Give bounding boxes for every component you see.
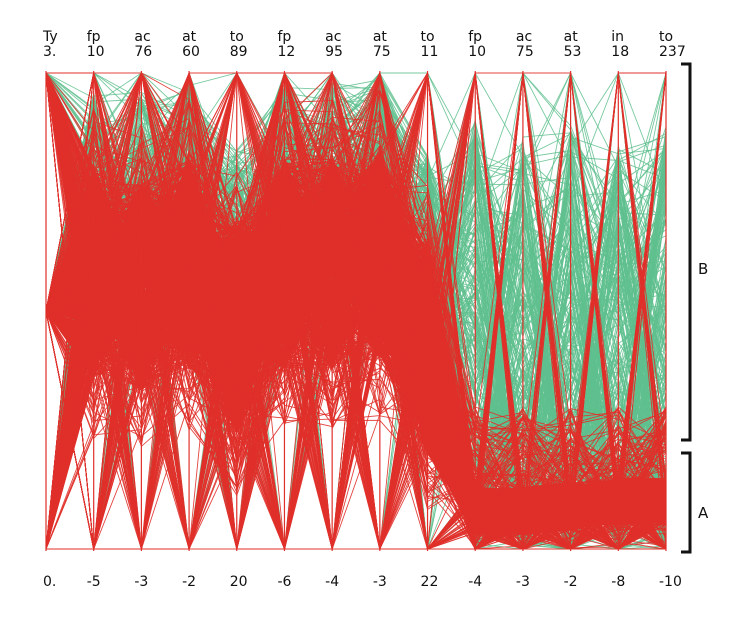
axis-min-label: -4	[468, 574, 482, 590]
axis-name-label: at	[564, 29, 579, 45]
axis-name-label: to	[421, 29, 435, 45]
bracket-label-b: B	[698, 260, 708, 278]
polyline-group-a	[45, 72, 667, 522]
polyline-group-a	[45, 117, 667, 504]
polyline-group-a	[45, 123, 667, 550]
axis-name-label: Ty	[42, 29, 58, 45]
axis-max-label: 10	[87, 44, 105, 60]
polyline-group-a	[45, 72, 667, 549]
axis-min-label: -5	[87, 574, 101, 590]
group-brackets: BA	[681, 62, 709, 554]
axis-max-label: 75	[373, 44, 391, 60]
axis-name-label: ac	[134, 29, 150, 45]
bracket-a	[681, 451, 692, 554]
axis-max-label: 89	[230, 44, 248, 60]
axis-max-label: 95	[325, 44, 343, 60]
axis-max-label: 18	[611, 44, 629, 60]
polyline-group-a	[45, 178, 667, 550]
polyline-group-a	[45, 72, 667, 472]
polyline-group-a	[45, 72, 667, 515]
polyline-group-a	[45, 72, 667, 519]
axis-max-label: 12	[277, 44, 295, 60]
group-a-polylines	[45, 71, 667, 551]
axis-min-label: -3	[373, 574, 387, 590]
axis-max-label: 53	[564, 44, 582, 60]
bracket-b	[681, 62, 692, 442]
polyline-group-a	[45, 147, 667, 543]
polyline-group-a	[45, 72, 667, 551]
polyline-group-a	[45, 108, 667, 543]
axis-min-label: -4	[325, 574, 339, 590]
axis-name-label: fp	[468, 29, 482, 45]
polyline-group-a	[45, 184, 667, 539]
axis-max-label: 76	[134, 44, 152, 60]
polyline-group-a	[45, 134, 667, 531]
axis-min-label: 20	[230, 574, 248, 590]
bracket-label-a: A	[698, 504, 709, 522]
polyline-group-a	[45, 99, 667, 550]
axis-min-label: -8	[611, 574, 625, 590]
polyline-group-a	[45, 195, 667, 516]
polyline-group-a	[45, 232, 667, 550]
axis-name-label: to	[659, 29, 673, 45]
axis-name-label: in	[611, 29, 624, 45]
polyline-group-a	[45, 72, 667, 524]
polyline-group-a	[45, 126, 667, 550]
axis-name-label: at	[373, 29, 388, 45]
axis-min-label: -3	[516, 574, 530, 590]
polyline-group-a	[45, 251, 667, 550]
polyline-group-a	[45, 72, 667, 550]
axis-lines	[45, 71, 667, 551]
axis-max-label: 75	[516, 44, 534, 60]
polyline-group-a	[45, 146, 667, 551]
axis-name-label: fp	[277, 29, 291, 45]
polyline-group-a	[45, 72, 667, 550]
polyline-group-a	[45, 181, 667, 551]
polyline-group-a	[45, 72, 667, 495]
polyline-group-a	[45, 72, 667, 550]
axis-max-label: 10	[468, 44, 486, 60]
polyline-group-a	[45, 151, 667, 531]
polyline-group-a	[45, 72, 667, 484]
axis-max-label: 11	[421, 44, 439, 60]
axis-name-label: ac	[516, 29, 532, 45]
axis-max-label: 237	[659, 44, 686, 60]
polyline-group-a	[45, 72, 667, 531]
polyline-group-a	[45, 140, 667, 541]
axis-min-label: -3	[134, 574, 148, 590]
polyline-group-a	[45, 72, 667, 521]
axis-max-label: 60	[182, 44, 200, 60]
polyline-group-a	[45, 165, 667, 550]
axis-min-label: 22	[421, 574, 439, 590]
axis-name-label: fp	[87, 29, 101, 45]
axis-min-label: -2	[182, 574, 196, 590]
polyline-group-a	[45, 199, 667, 550]
polyline-group-a	[45, 72, 667, 549]
axis-min-label: 0.	[43, 574, 56, 590]
polyline-group-a	[45, 98, 667, 503]
polyline-group-a	[45, 91, 667, 550]
axis-labels: Ty3.0.fp10-5ac76-3at60-2to8920fp12-6ac95…	[42, 29, 686, 590]
axis-min-label: -10	[659, 574, 682, 590]
axis-min-label: -2	[564, 574, 578, 590]
polyline-group-a	[45, 132, 667, 550]
polyline-group-a	[45, 177, 667, 550]
axis-name-label: to	[230, 29, 244, 45]
axis-max-label: 3.	[43, 44, 56, 60]
axis-min-label: -6	[277, 574, 291, 590]
axis-name-label: at	[182, 29, 197, 45]
axis-name-label: ac	[325, 29, 341, 45]
polyline-group-a	[45, 107, 667, 505]
polyline-group-a	[45, 145, 667, 550]
